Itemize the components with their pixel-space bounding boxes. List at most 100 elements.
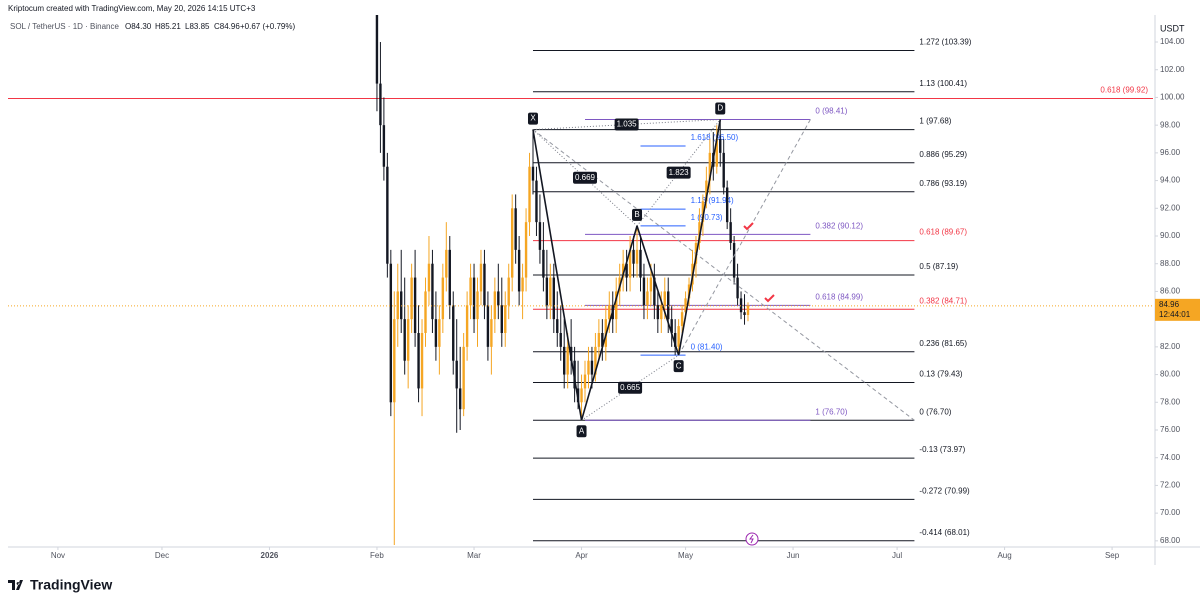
candle-body <box>663 291 666 306</box>
fib-label: 0 (98.41) <box>815 107 847 116</box>
fib-label: 0.886 (95.29) <box>919 150 967 159</box>
fib-label: -0.13 (73.97) <box>919 445 965 454</box>
candle-body <box>524 222 528 278</box>
candle-body <box>587 360 590 375</box>
ohlc-open: O84.30 <box>125 22 152 31</box>
candle-body <box>427 263 431 292</box>
fib-label: -0.272 (70.99) <box>919 487 970 496</box>
x-tick-label: Dec <box>155 551 169 560</box>
brand: TradingView <box>8 577 112 593</box>
y-tick-label: 102.00 <box>1160 65 1185 74</box>
candle-body <box>566 346 569 375</box>
candle-body <box>413 277 417 333</box>
point-box <box>632 208 643 221</box>
candle-body <box>393 319 396 403</box>
y-tick-label: 98.00 <box>1160 120 1181 129</box>
candle-body <box>743 312 746 315</box>
fib-label: 1.618 (96.50) <box>691 133 739 142</box>
candle-body <box>670 319 673 333</box>
fib-label: -0.414 (68.01) <box>919 528 970 537</box>
fib-label: 0.236 (81.65) <box>919 339 967 348</box>
candle-body <box>476 291 479 320</box>
y-tick-label: 80.00 <box>1160 370 1181 379</box>
point-box <box>576 425 587 438</box>
candle-body <box>479 263 483 292</box>
candle-body <box>542 249 545 278</box>
candle-body <box>642 277 646 306</box>
pattern-leg <box>636 225 680 356</box>
last-price-tag <box>1155 298 1200 321</box>
candle-body <box>493 291 497 320</box>
candle-body <box>580 388 583 403</box>
x-tick-label: Mar <box>467 551 481 560</box>
candle-body <box>746 305 750 315</box>
ratio-label: 1.823 <box>669 168 690 177</box>
fib-label: 0.618 (89.67) <box>919 228 967 237</box>
candle-body <box>431 263 434 320</box>
candle-body <box>455 360 458 389</box>
fib-label: 1 (97.68) <box>919 117 951 126</box>
candle-body <box>660 305 663 320</box>
ratio-box <box>666 166 691 179</box>
candle-body <box>545 277 549 306</box>
candle-body <box>389 263 393 403</box>
candle-body <box>698 222 701 243</box>
legend: SOL / TetherUS · 1D · Binance O84.30 H85… <box>10 22 295 31</box>
point-label: A <box>579 426 585 435</box>
symbol: SOL / TetherUS · 1D · Binance <box>10 22 119 31</box>
event-icon-bolt <box>749 534 754 544</box>
x-tick-label: Aug <box>997 551 1011 560</box>
candle-body <box>621 263 625 278</box>
point-label: D <box>717 104 723 113</box>
x-tick-label: Jun <box>787 551 800 560</box>
credit: Kriptocum created with TradingView.com, … <box>8 4 256 13</box>
candle-body <box>504 305 507 333</box>
check-mark <box>764 294 775 303</box>
candle-body <box>729 222 732 243</box>
candle-body <box>424 291 427 333</box>
fib-label: 0.382 (84.71) <box>919 296 967 305</box>
candle-body <box>382 125 386 167</box>
candle-body <box>552 277 555 320</box>
change: +0.67 (+0.79%) <box>240 22 295 31</box>
pattern-leg <box>580 225 638 421</box>
horizontal-line-label: 0.618 (99.92) <box>1100 86 1148 95</box>
candle-body <box>590 360 594 375</box>
candle-body <box>535 180 538 223</box>
candle-body <box>514 208 517 250</box>
y-tick-label: 70.00 <box>1160 508 1181 517</box>
fib-label: 0.382 (90.12) <box>815 221 863 230</box>
candle-body <box>396 291 399 320</box>
candle-body <box>680 312 684 327</box>
brand-name: TradingView <box>30 577 112 593</box>
candle-body <box>556 319 559 333</box>
countdown: 12:44:01 <box>1159 310 1191 319</box>
candle-body <box>445 249 448 278</box>
check-mark <box>743 222 754 231</box>
candle-body <box>597 333 601 347</box>
point-box <box>715 102 726 115</box>
candle-body <box>739 298 743 313</box>
candle-body <box>583 374 587 389</box>
y-tick-label: 90.00 <box>1160 231 1181 240</box>
candle-body <box>375 15 379 84</box>
brand-logo <box>8 580 23 590</box>
candle-body <box>649 277 653 292</box>
y-tick-label: 96.00 <box>1160 148 1181 157</box>
y-tick-label: 104.00 <box>1160 37 1185 46</box>
candle-body <box>559 333 562 347</box>
candle-body <box>677 326 680 347</box>
candle-body <box>472 277 476 320</box>
x-tick-label: Jul <box>892 551 902 560</box>
candle-body <box>531 166 535 181</box>
y-tick-label: 92.00 <box>1160 203 1181 212</box>
candle-body <box>483 263 486 306</box>
candle-body <box>708 152 712 181</box>
fib-label: 0.5 (87.19) <box>919 262 958 271</box>
candle-body <box>510 208 514 278</box>
candle-body <box>434 319 438 347</box>
x-tick-label: Nov <box>51 551 65 560</box>
y-tick-label: 94.00 <box>1160 176 1181 185</box>
candle-body <box>549 277 552 306</box>
